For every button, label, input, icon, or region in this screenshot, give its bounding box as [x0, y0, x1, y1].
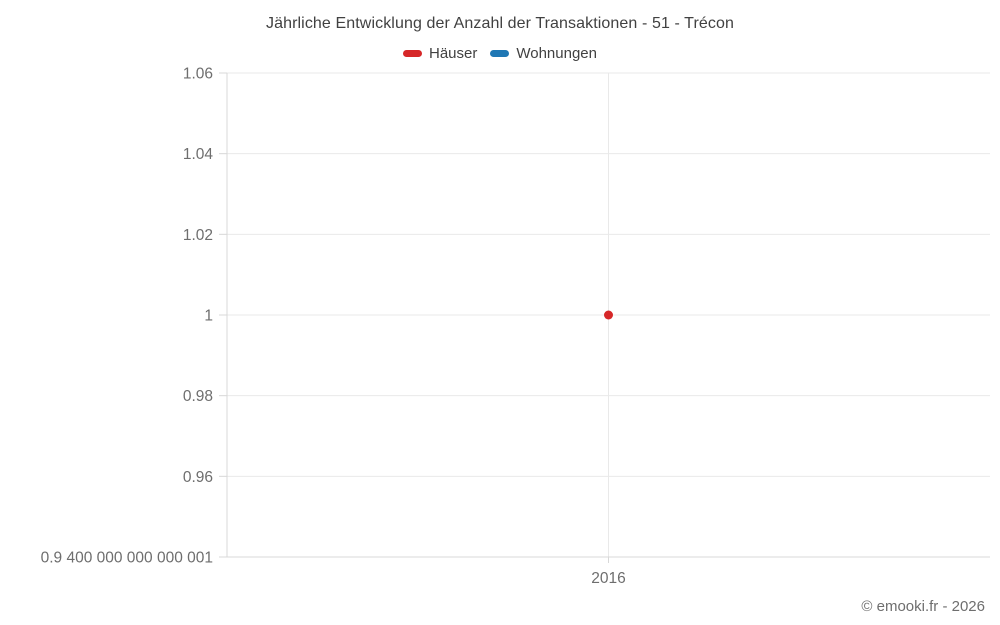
legend-swatch-icon — [403, 50, 422, 57]
chart-title: Jährliche Entwicklung der Anzahl der Tra… — [266, 15, 734, 32]
y-tick-label: 0.98 — [183, 388, 213, 405]
y-tick-label: 1.04 — [183, 146, 214, 163]
y-tick-label: 0.9 400 000 000 000 001 — [41, 550, 213, 567]
chart-legend: Häuser Wohnungen — [0, 45, 1000, 62]
legend-item-h-user[interactable]: Häuser — [403, 45, 477, 62]
y-tick-label: 0.96 — [183, 469, 213, 486]
legend-label: Häuser — [429, 45, 478, 62]
copyright-credit: © emooki.fr - 2026 — [861, 598, 985, 615]
legend-swatch-icon — [490, 50, 510, 57]
legend-label: Wohnungen — [516, 45, 597, 62]
legend-item-wohnungen[interactable]: Wohnungen — [490, 45, 597, 62]
data-point-h-user[interactable] — [604, 310, 613, 320]
x-tick-label: 2016 — [591, 570, 625, 587]
y-tick-label: 1.06 — [183, 66, 213, 83]
y-tick-label: 1.02 — [183, 227, 213, 244]
y-tick-label: 1 — [204, 308, 213, 325]
